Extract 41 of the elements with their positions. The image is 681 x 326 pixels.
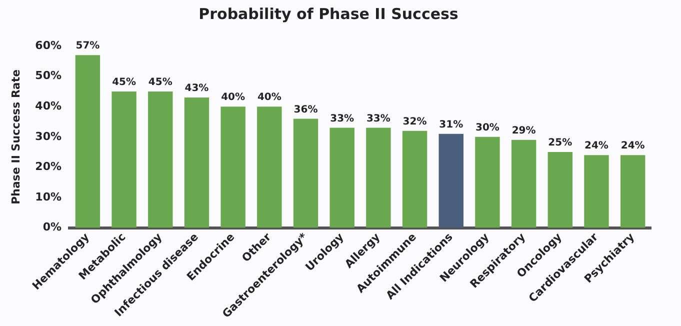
bar: [293, 118, 318, 228]
data-label: 57%: [76, 40, 100, 52]
bar: [475, 136, 500, 228]
bar: [366, 128, 391, 228]
y-tick-label: 10%: [35, 190, 62, 204]
bar: [548, 152, 572, 228]
data-label: 25%: [548, 138, 572, 149]
bar: [584, 155, 609, 228]
bar: [112, 91, 136, 228]
bar: [620, 155, 646, 228]
bar: [402, 130, 428, 228]
data-label: 45%: [148, 77, 172, 88]
bar: [75, 55, 100, 228]
bar: [220, 106, 246, 228]
data-label: 30%: [475, 122, 500, 134]
bar: [184, 98, 210, 228]
y-tick-label: 20%: [35, 160, 62, 174]
y-tick-label: 40%: [35, 99, 62, 112]
data-label: 29%: [512, 126, 536, 137]
bar: [330, 128, 354, 228]
chart-title: Probability of Phase II Success: [198, 4, 458, 23]
y-axis-title: Phase II Success Rate: [9, 69, 22, 204]
data-label: 36%: [294, 104, 318, 116]
data-label: 33%: [366, 113, 390, 124]
y-tick-label: 0%: [42, 220, 62, 234]
bar: [511, 140, 536, 228]
data-label: 40%: [257, 92, 282, 104]
data-label: 31%: [439, 119, 464, 130]
bar: [257, 106, 282, 228]
y-tick-label: 60%: [35, 38, 62, 52]
data-label: 24%: [584, 140, 608, 152]
data-label: 33%: [330, 113, 354, 124]
bar: [148, 91, 173, 228]
y-tick-label: 30%: [35, 130, 62, 143]
data-label: 32%: [402, 116, 427, 128]
data-label: 45%: [112, 77, 136, 88]
data-label: 43%: [184, 83, 209, 94]
y-tick-label: 50%: [35, 69, 62, 82]
data-label: 40%: [221, 92, 246, 104]
data-label: 24%: [620, 140, 645, 152]
bar: [438, 134, 464, 228]
